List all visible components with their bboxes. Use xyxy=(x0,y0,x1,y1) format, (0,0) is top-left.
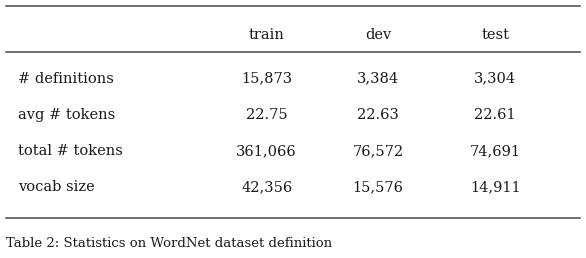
Text: 76,572: 76,572 xyxy=(352,144,404,158)
Text: train: train xyxy=(248,28,285,42)
Text: 15,576: 15,576 xyxy=(352,180,404,194)
Text: test: test xyxy=(481,28,509,42)
Text: 361,066: 361,066 xyxy=(236,144,297,158)
Text: 42,356: 42,356 xyxy=(241,180,292,194)
Text: Table 2: Statistics on WordNet dataset definition: Table 2: Statistics on WordNet dataset d… xyxy=(6,237,332,250)
Text: vocab size: vocab size xyxy=(18,180,94,194)
Text: 22.63: 22.63 xyxy=(357,108,399,122)
Text: 3,304: 3,304 xyxy=(474,72,516,86)
Text: dev: dev xyxy=(365,28,391,42)
Text: 22.75: 22.75 xyxy=(246,108,288,122)
Text: 22.61: 22.61 xyxy=(474,108,516,122)
Text: 14,911: 14,911 xyxy=(470,180,520,194)
Text: 74,691: 74,691 xyxy=(469,144,521,158)
Text: # definitions: # definitions xyxy=(18,72,114,86)
Text: total # tokens: total # tokens xyxy=(18,144,122,158)
Text: 15,873: 15,873 xyxy=(241,72,292,86)
Text: avg # tokens: avg # tokens xyxy=(18,108,115,122)
Text: 3,384: 3,384 xyxy=(357,72,399,86)
